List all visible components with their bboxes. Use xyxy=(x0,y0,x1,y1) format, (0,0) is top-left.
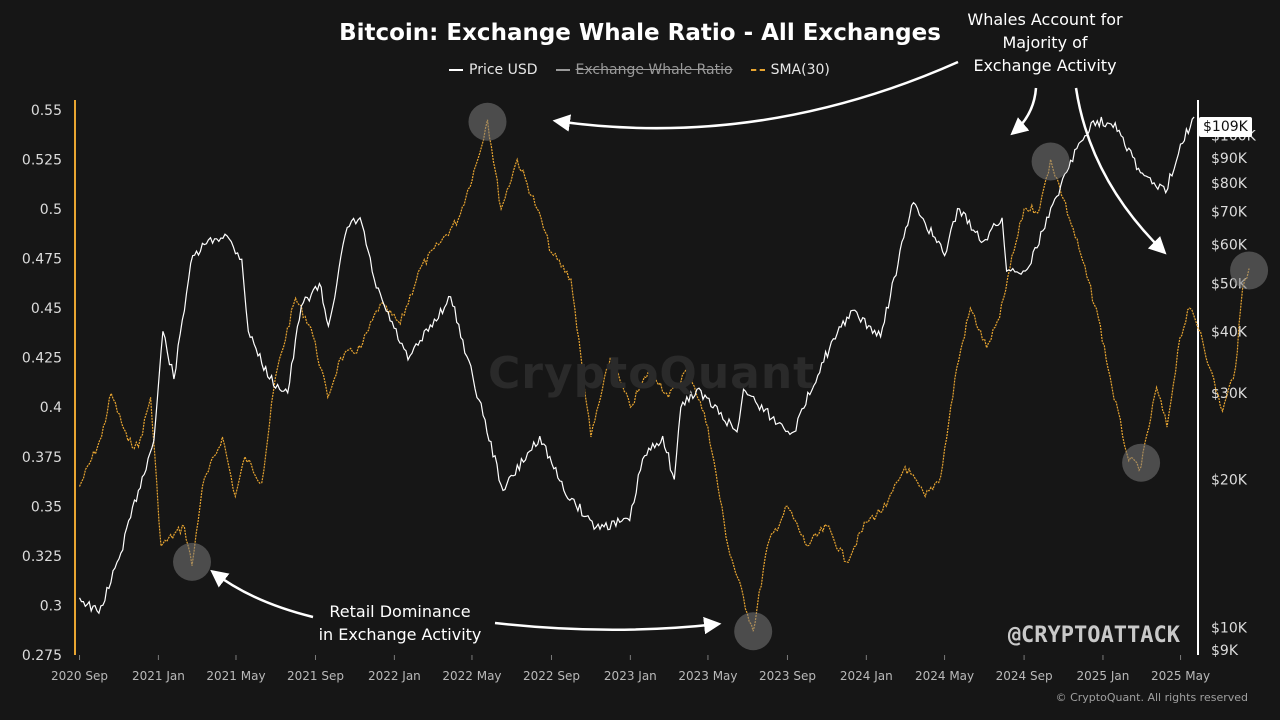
legend: Price USD Exchange Whale Ratio SMA(30) xyxy=(449,62,830,78)
x-tick-label: 2022 Jan xyxy=(368,669,421,683)
watermark: CryptoQuant xyxy=(488,348,816,399)
y-right-tick-label: $9K xyxy=(1211,643,1239,659)
x-tick-label: 2024 Jan xyxy=(840,669,893,683)
x-tick-label: 2023 Jan xyxy=(604,669,657,683)
y-right-tick-label: $80K xyxy=(1211,176,1248,192)
x-tick-label: 2024 Sep xyxy=(996,669,1053,683)
y-right-tick-label: $70K xyxy=(1211,205,1248,221)
annotation-arrow xyxy=(1010,87,1038,136)
y-left-tick-label: 0.275 xyxy=(22,648,62,664)
annotation-whales-line2: Majority of xyxy=(1002,33,1088,52)
x-tick-label: 2024 May xyxy=(915,669,974,683)
x-tick-label: 2025 May xyxy=(1151,669,1210,683)
highlight-layer xyxy=(173,102,1269,651)
y-left-tick-label: 0.3 xyxy=(40,598,62,614)
y-left-tick-label: 0.325 xyxy=(22,549,62,565)
legend-swatch-whale-ratio xyxy=(555,69,570,71)
y-right-tick-label: $20K xyxy=(1211,472,1248,488)
annotation-whales-line3: Exchange Activity xyxy=(973,56,1117,75)
annotation-whales-line1: Whales Account for xyxy=(967,10,1123,29)
y-right-tick-label: $40K xyxy=(1211,324,1248,340)
y-right-tick-label: $30K xyxy=(1211,386,1248,402)
annotation-arrow xyxy=(552,60,959,132)
y-left-tick-label: 0.425 xyxy=(22,351,62,367)
x-tick-label: 2022 May xyxy=(442,669,501,683)
highlight-circle xyxy=(1230,251,1269,290)
x-tick-label: 2022 Sep xyxy=(523,669,580,683)
x-tick-label: 2020 Sep xyxy=(51,669,108,683)
annotation-whales: Whales Account for Majority of Exchange … xyxy=(950,8,1140,77)
chart-title: Bitcoin: Exchange Whale Ratio - All Exch… xyxy=(339,20,941,46)
current-price-tag: $109K xyxy=(1199,117,1252,137)
arrow-layer xyxy=(210,60,1167,635)
legend-swatch-price xyxy=(449,69,463,71)
y-right-tick-label: $60K xyxy=(1211,238,1248,254)
highlight-circle xyxy=(173,542,212,581)
highlight-circle xyxy=(468,102,507,141)
x-tick-label: 2023 May xyxy=(678,669,737,683)
y-left-tick-label: 0.4 xyxy=(40,400,62,416)
highlight-circle xyxy=(1122,443,1161,482)
y-left-tick-label: 0.35 xyxy=(31,499,62,515)
y-left-tick-label: 0.55 xyxy=(31,103,62,119)
watermark-handle: @CRYPTOATTACK xyxy=(1007,623,1180,648)
annotation-retail: Retail Dominance in Exchange Activity xyxy=(300,600,500,646)
y-left-tick-label: 0.45 xyxy=(31,301,62,317)
y-left-tick-label: 0.375 xyxy=(22,450,62,466)
x-tick-label: 2021 Jan xyxy=(132,669,185,683)
highlight-circle xyxy=(734,612,773,651)
legend-label-sma: SMA(30) xyxy=(770,62,830,78)
x-tick-label: 2025 Jan xyxy=(1077,669,1130,683)
series-line-price-usd xyxy=(78,116,1195,615)
legend-item-whale-ratio[interactable]: Exchange Whale Ratio xyxy=(555,62,733,78)
y-right-tick-label: $90K xyxy=(1211,151,1248,167)
legend-item-price[interactable]: Price USD xyxy=(449,62,538,78)
legend-item-sma[interactable]: SMA(30) xyxy=(750,62,830,78)
copyright-text: © CryptoQuant. All rights reserved xyxy=(1055,691,1248,704)
y-left-tick-label: 0.475 xyxy=(22,252,62,268)
x-tick-label: 2021 May xyxy=(206,669,265,683)
highlight-circle xyxy=(1031,142,1070,181)
annotation-arrow xyxy=(494,616,722,635)
y-left-tick-label: 0.525 xyxy=(22,152,62,168)
x-tick-label: 2023 Sep xyxy=(759,669,816,683)
legend-label-price: Price USD xyxy=(469,62,538,78)
x-tick-label: 2021 Sep xyxy=(287,669,344,683)
annotation-arrow xyxy=(210,569,314,619)
legend-swatch-sma xyxy=(750,69,765,71)
annotation-retail-line2: in Exchange Activity xyxy=(318,625,482,644)
annotation-retail-line1: Retail Dominance xyxy=(329,602,471,621)
legend-label-whale-ratio: Exchange Whale Ratio xyxy=(575,62,733,78)
y-right-tick-label: $10K xyxy=(1211,621,1248,637)
y-left-tick-label: 0.5 xyxy=(40,202,62,218)
annotation-arrow xyxy=(1074,87,1167,255)
